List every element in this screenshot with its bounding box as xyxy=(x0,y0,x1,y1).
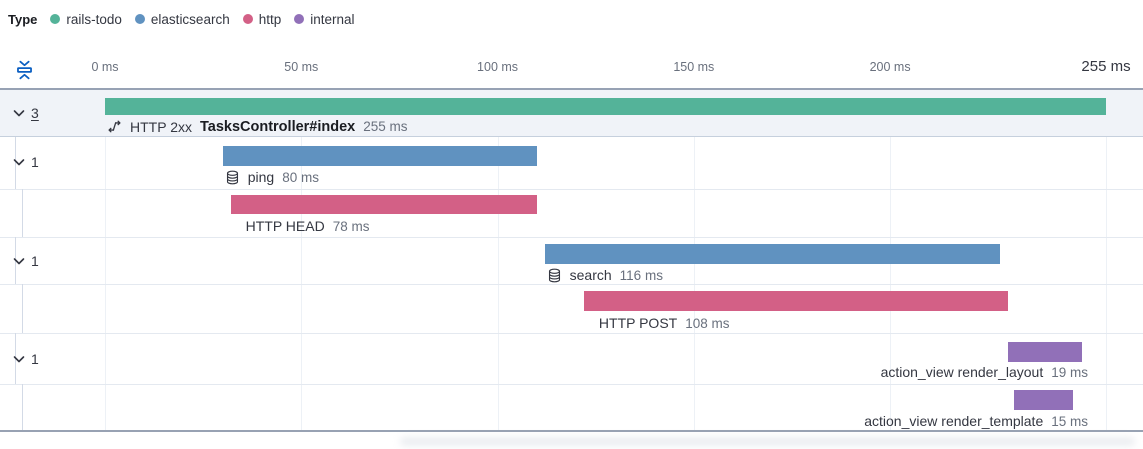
bottom-shadow xyxy=(400,438,1135,445)
accordion-border xyxy=(22,384,23,430)
child-count-link[interactable]: 3 xyxy=(31,105,39,121)
row-separator xyxy=(0,237,1143,238)
span-accordion-toggle[interactable]: 1 xyxy=(11,154,39,170)
chevron-down-icon xyxy=(11,351,27,367)
transaction-accordion-toggle[interactable]: 3 xyxy=(11,105,39,121)
axis-total-duration: 255 ms xyxy=(1081,58,1131,75)
legend-item-elasticsearch[interactable]: elasticsearch xyxy=(134,11,230,27)
legend-label: elasticsearch xyxy=(150,11,230,27)
waterfall-row-span: action_view render_template 15 ms xyxy=(0,384,1143,430)
gridline xyxy=(301,90,303,430)
legend-dot-rails-todo xyxy=(50,14,61,24)
span-bar[interactable] xyxy=(222,146,537,166)
chevron-down-icon xyxy=(11,253,27,269)
span-duration: 108 ms xyxy=(685,315,730,331)
span-bar[interactable] xyxy=(1013,390,1073,410)
span-duration: 80 ms xyxy=(282,169,319,185)
legend-label: internal xyxy=(310,11,355,27)
axis-tick: 200 ms xyxy=(869,60,911,74)
legend-label: http xyxy=(258,11,282,27)
waterfall-row-span: 1 ping 80 ms xyxy=(0,137,1143,189)
span-label[interactable]: HTTP HEAD 78 ms xyxy=(233,218,370,234)
axis-tick: 0 ms xyxy=(91,60,119,74)
span-label[interactable]: ping 80 ms xyxy=(225,169,319,185)
database-icon xyxy=(225,170,240,185)
waterfall-row-span: 1 action_view render_layout 19 ms xyxy=(0,333,1143,384)
transaction-duration: 255 ms xyxy=(363,119,408,134)
transaction-label[interactable]: HTTP 2xx TasksController#index 255 ms xyxy=(107,118,408,135)
waterfall-bottom-border xyxy=(0,430,1143,432)
row-separator xyxy=(0,333,1143,334)
span-name: HTTP HEAD xyxy=(245,218,325,234)
span-name: search xyxy=(569,267,612,283)
span-label[interactable]: search 116 ms xyxy=(547,267,663,283)
legend-label: rails-todo xyxy=(66,11,122,27)
fold-all-button[interactable] xyxy=(12,57,36,83)
span-duration: 15 ms xyxy=(1051,413,1088,429)
child-count: 1 xyxy=(31,351,39,367)
span-accordion-toggle[interactable]: 1 xyxy=(11,351,39,367)
waterfall-row-transaction: 3 HTTP 2xx TasksController#index 255 ms xyxy=(0,88,1143,137)
fold-icon xyxy=(15,59,34,81)
span-duration: 19 ms xyxy=(1051,364,1088,380)
accordion-border xyxy=(22,284,23,333)
axis-tick: 100 ms xyxy=(477,60,519,74)
legend-dot-http xyxy=(242,14,253,24)
span-label[interactable]: action_view render_template 15 ms xyxy=(864,413,1088,429)
span-accordion-toggle[interactable]: 1 xyxy=(11,253,39,269)
gridline xyxy=(105,90,106,430)
legend-title: Type xyxy=(8,11,38,27)
waterfall-row-span: HTTP HEAD 78 ms xyxy=(0,189,1143,237)
span-bar[interactable] xyxy=(544,244,1000,264)
accordion-border xyxy=(22,189,23,237)
row-separator xyxy=(0,384,1143,385)
chevron-down-icon xyxy=(11,154,27,170)
axis-tick: 50 ms xyxy=(284,60,319,74)
span-name: action_view render_layout xyxy=(880,364,1044,380)
span-bar[interactable] xyxy=(583,291,1008,311)
transaction-icon xyxy=(107,119,122,134)
child-count: 1 xyxy=(31,253,39,269)
row-separator xyxy=(0,189,1143,190)
span-name: action_view render_template xyxy=(864,413,1044,429)
span-bar[interactable] xyxy=(1007,342,1083,362)
span-duration: 78 ms xyxy=(332,218,370,234)
legend-dot-elasticsearch xyxy=(134,14,145,24)
chevron-down-icon xyxy=(11,105,27,121)
legend-item-rails-todo[interactable]: rails-todo xyxy=(50,12,122,27)
gridline xyxy=(497,90,499,430)
type-legend: Type rails-todo elasticsearch http inter… xyxy=(8,10,355,28)
transaction-name: TasksController#index xyxy=(199,118,356,135)
legend-dot-internal xyxy=(294,14,305,24)
waterfall-row-span: 1 search 116 ms xyxy=(0,237,1143,284)
transaction-bar[interactable] xyxy=(105,98,1106,115)
legend-item-internal[interactable]: internal xyxy=(294,11,355,27)
span-bar[interactable] xyxy=(230,195,537,214)
accordion-border xyxy=(15,137,16,189)
span-label[interactable]: action_view render_layout 19 ms xyxy=(881,364,1088,380)
span-name: HTTP POST xyxy=(598,315,678,331)
span-name: ping xyxy=(247,169,275,185)
axis-tick: 150 ms xyxy=(673,60,715,74)
waterfall-row-span: HTTP POST 108 ms xyxy=(0,284,1143,333)
child-count: 1 xyxy=(31,154,39,170)
database-icon xyxy=(547,268,562,283)
legend-item-http[interactable]: http xyxy=(242,11,282,27)
span-duration: 116 ms xyxy=(619,267,663,283)
transaction-result: HTTP 2xx xyxy=(130,118,192,135)
span-label[interactable]: HTTP POST 108 ms xyxy=(586,315,730,331)
gridline xyxy=(1106,90,1107,430)
row-separator xyxy=(0,284,1143,285)
